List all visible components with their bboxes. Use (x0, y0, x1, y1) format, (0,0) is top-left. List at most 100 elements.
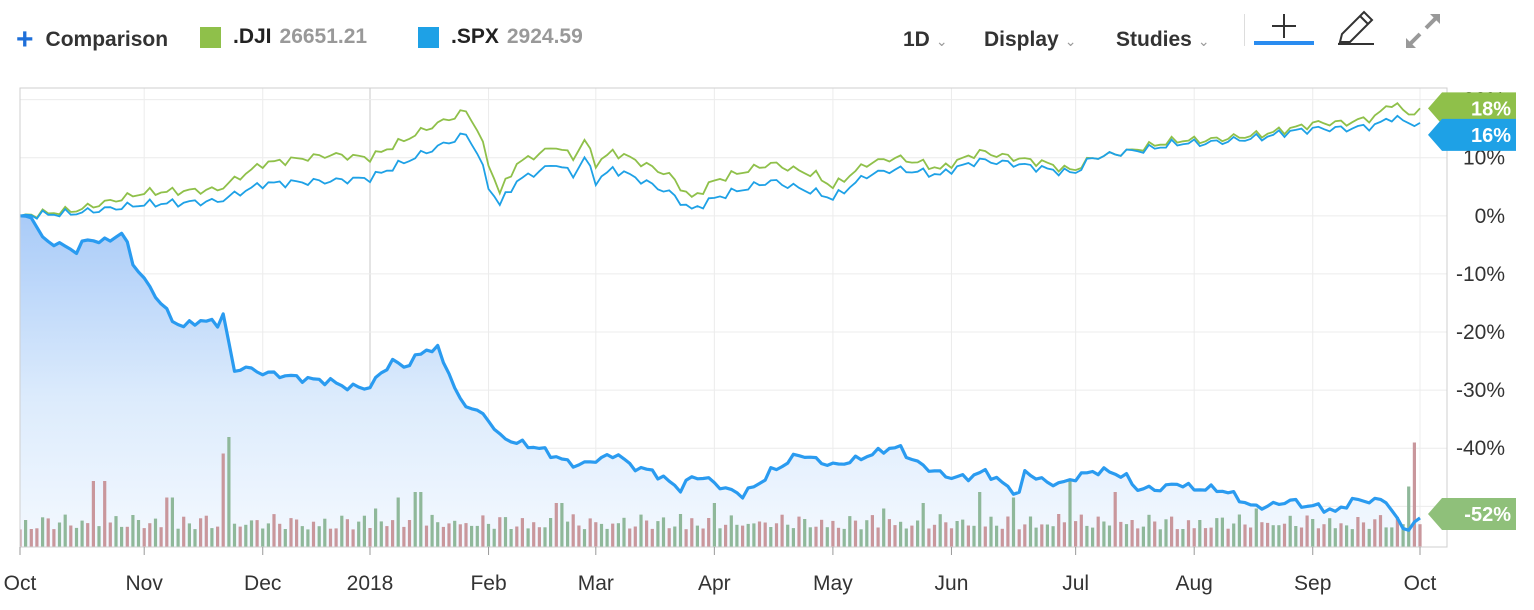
volume-bar (153, 518, 158, 547)
volume-bar (1186, 520, 1191, 547)
display-dropdown[interactable]: Display ⌄ (984, 28, 1076, 52)
volume-bar (261, 528, 265, 547)
volume-bar (763, 522, 767, 547)
volume-bar (374, 508, 378, 547)
chevron-down-icon: ⌄ (935, 33, 948, 49)
legend-swatch-spx (418, 26, 439, 48)
volume-bar (52, 529, 56, 547)
fullscreen-button[interactable] (1402, 10, 1444, 48)
volume-bar (729, 515, 733, 547)
volume-bar (413, 492, 417, 547)
volume-bar (667, 528, 671, 547)
volume-bar (1305, 515, 1309, 547)
x-tick-label: May (813, 572, 853, 595)
volume-bar (588, 518, 592, 547)
volume-bar (690, 518, 694, 547)
draw-tool-button[interactable] (1334, 10, 1378, 46)
volume-bar (1226, 528, 1230, 547)
volume-bar (1181, 529, 1185, 547)
volume-bar (379, 521, 383, 547)
volume-bar (961, 519, 965, 547)
volume-bar (1350, 529, 1354, 547)
flag-label: 18% (1471, 98, 1511, 120)
volume-bar (532, 522, 536, 547)
volume-bar (182, 516, 186, 547)
volume-bar (893, 525, 897, 547)
volume-bar (1034, 527, 1038, 547)
volume-bar (323, 518, 327, 547)
volume-bar (458, 524, 462, 547)
volume-bar (639, 514, 643, 547)
volume-bar (1294, 526, 1298, 547)
volume-bar (266, 523, 270, 547)
volume-bar (1316, 528, 1320, 547)
interval-dropdown[interactable]: 1D ⌄ (903, 28, 948, 52)
volume-bar (1136, 528, 1140, 547)
volume-bar (1170, 516, 1174, 547)
studies-dropdown[interactable]: Studies ⌄ (1116, 28, 1210, 52)
volume-bar (887, 519, 891, 547)
volume-bar (916, 520, 920, 547)
volume-bar (486, 523, 491, 547)
chevron-down-icon: ⌄ (1197, 33, 1210, 49)
volume-bar (204, 515, 208, 547)
crosshair-tool-button[interactable] (1254, 10, 1314, 46)
legend-item-dji[interactable]: .DJI 26651.21 (200, 25, 367, 49)
legend-item-spx[interactable]: .SPX 2924.59 (418, 25, 583, 49)
volume-bar (278, 523, 282, 547)
volume-bar (503, 517, 508, 547)
volume-bar (1091, 527, 1095, 547)
volume-bar (1339, 523, 1343, 547)
series-line-dji (20, 102, 1421, 219)
volume-bar (560, 503, 564, 547)
volume-bar (1141, 526, 1145, 547)
volume-bar (199, 518, 203, 547)
volume-bar (678, 514, 683, 547)
legend-symbol-spx: .SPX (451, 25, 499, 48)
volume-bar (1119, 521, 1123, 547)
volume-bar (470, 525, 474, 547)
volume-bar (57, 522, 62, 547)
volume-bar (345, 519, 349, 547)
volume-bar (492, 528, 496, 547)
volume-bar (317, 526, 321, 547)
volume-bar (227, 437, 231, 547)
volume-bar (74, 527, 79, 547)
volume-bar (148, 523, 152, 547)
x-tick-label: Nov (126, 572, 164, 595)
volume-bar (63, 514, 67, 547)
volume-bar (684, 529, 688, 547)
volume-bar (605, 528, 609, 547)
volume-bar (797, 516, 801, 547)
volume-bar (1390, 527, 1394, 547)
legend-value-dji: 26651.21 (279, 25, 368, 48)
volume-bar (808, 527, 812, 547)
interval-label: 1D (903, 28, 930, 51)
volume-bar (238, 526, 242, 547)
volume-bar (1102, 521, 1106, 547)
x-tick-label: Sep (1294, 572, 1331, 595)
volume-bar (1215, 518, 1219, 547)
volume-bar (1028, 516, 1033, 547)
volume-bar (29, 529, 33, 547)
volume-bar (1147, 514, 1151, 547)
volume-bar (221, 453, 225, 547)
volume-bar (853, 520, 858, 547)
comparison-button[interactable]: + Comparison (16, 25, 168, 55)
volume-bar (120, 526, 124, 547)
volume-bar (340, 515, 344, 547)
volume-bar (114, 516, 118, 547)
volume-bar (741, 525, 745, 547)
volume-bar (774, 523, 779, 547)
volume-bar (1096, 516, 1100, 547)
volume-bar (1011, 497, 1016, 547)
volume-bar (170, 497, 174, 547)
volume-bar (549, 518, 553, 547)
volume-bar (232, 523, 237, 547)
area-fill-layer (20, 215, 1420, 547)
series-line-main (20, 214, 1421, 532)
volume-bar (791, 528, 795, 547)
volume-bar (1361, 522, 1366, 547)
end-flag-spx: 16% (1428, 118, 1516, 151)
